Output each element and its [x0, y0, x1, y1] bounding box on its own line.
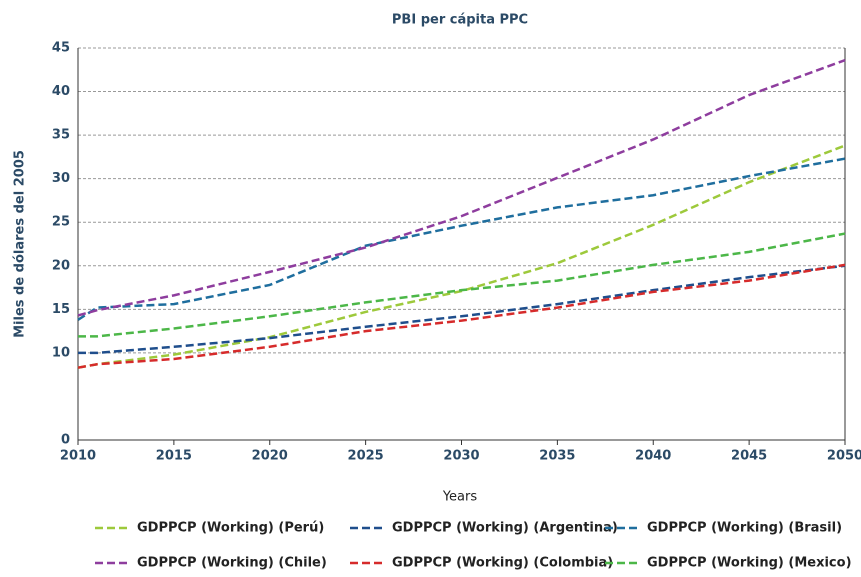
x-tick-label: 2025	[348, 449, 384, 464]
legend-label: GDPPCP (Working) (Argentina)	[392, 521, 618, 536]
x-tick-label: 2010	[60, 449, 96, 464]
x-tick-label: 2020	[252, 449, 288, 464]
series-line	[77, 59, 846, 317]
legend-label: GDPPCP (Working) (Perú)	[137, 521, 324, 536]
y-tick-label: 0	[61, 433, 70, 448]
series-line	[77, 157, 846, 321]
y-tick-label: 15	[52, 302, 70, 317]
series-line	[78, 232, 846, 338]
x-tick-label: 2045	[731, 449, 767, 464]
series-line	[78, 264, 846, 355]
y-axis-label: Miles de dólares del 2005	[13, 150, 28, 338]
y-tick-label: 25	[52, 215, 70, 230]
y-tick-label: 40	[52, 84, 70, 99]
chart-title: PBI per cápita PPC	[392, 13, 528, 28]
legend-label: GDPPCP (Working) (Brasil)	[647, 521, 842, 536]
y-tick-label: 35	[52, 128, 70, 143]
x-tick-label: 2030	[443, 449, 479, 464]
x-axis-label: Years	[442, 490, 478, 505]
x-tick-label: 2050	[827, 449, 861, 464]
y-tick-label: 10	[52, 345, 70, 360]
y-tick-label: 20	[52, 258, 70, 273]
legend-label: GDPPCP (Working) (Mexico)	[647, 556, 852, 571]
series-line	[77, 144, 846, 369]
legend-label: GDPPCP (Working) (Colombia)	[392, 556, 613, 571]
x-tick-label: 2040	[635, 449, 671, 464]
legend-label: GDPPCP (Working) (Chile)	[137, 556, 327, 571]
x-tick-label: 2015	[156, 449, 192, 464]
y-tick-label: 30	[52, 171, 70, 186]
series-line	[77, 263, 846, 369]
y-tick-label: 45	[52, 41, 70, 56]
x-tick-label: 2035	[539, 449, 575, 464]
